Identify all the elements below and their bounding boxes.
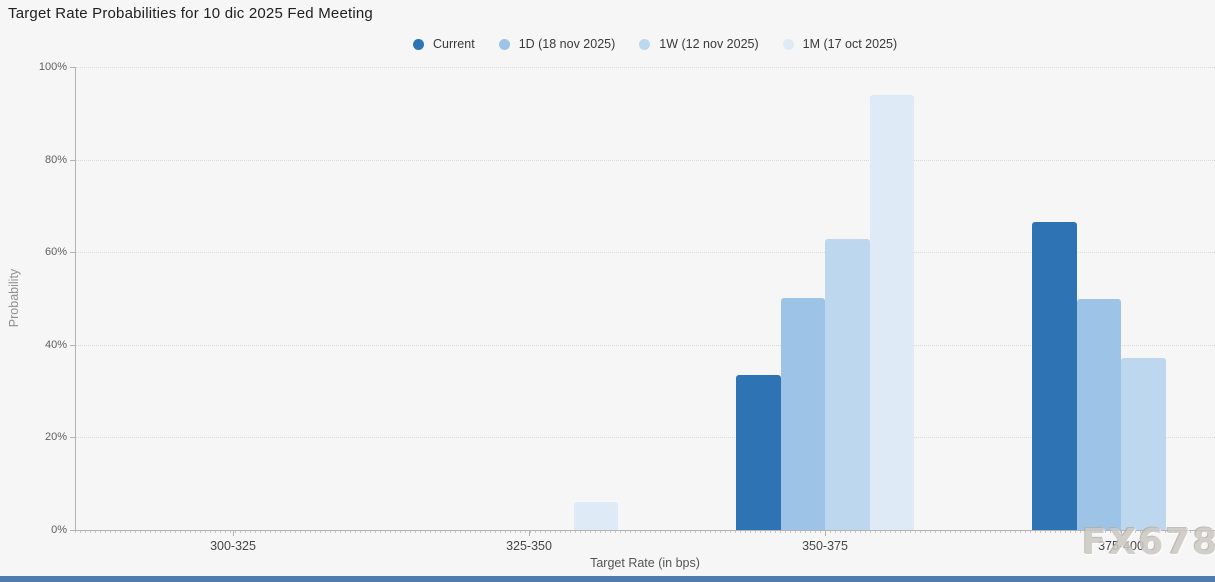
y-tick-label: 80% [44,153,67,166]
x-axis-line [75,530,1215,531]
y-tick-label: 60% [44,246,67,259]
bar-1d-18-nov-2025-375-400[interactable] [1076,299,1121,530]
bar-1w-12-nov-2025-375-400[interactable] [1121,358,1166,530]
x-tick-label: 300-325 [210,539,256,553]
y-axis-tick [70,530,75,531]
y-axis-title: Probability [7,268,21,328]
x-tick-label: 350-375 [802,539,848,553]
x-axis-tick [825,531,826,536]
gridline [75,159,1215,161]
x-tick-label: 375-400 [1098,539,1144,553]
chart-legend: Current 1D (18 nov 2025) 1W (12 nov 2025) 1… [413,37,897,51]
gridline [75,437,1215,439]
gridline [75,252,1215,254]
bar-1m-17-oct-2025-325-350[interactable] [573,501,618,530]
x-tick-label: 325-350 [506,539,552,553]
legend-item-current[interactable]: Current [413,37,475,51]
y-tick-label: 20% [44,431,67,444]
y-tick-label: 0% [51,524,67,536]
bar-current-350-375[interactable] [736,374,781,530]
legend-dot-icon [413,38,424,50]
x-axis-title: Target Rate (in bps) [590,556,700,570]
y-axis-tick [70,437,75,439]
y-axis-tick [70,252,75,254]
x-axis-minor-ticks [75,531,1215,533]
y-axis-tick [70,159,75,161]
x-axis-tick [529,531,530,536]
bottom-bar [0,576,1215,582]
legend-label: 1W (12 nov 2025) [659,37,759,51]
y-axis-tick [70,67,75,68]
bar-1m-17-oct-2025-350-375[interactable] [869,95,914,530]
legend-label: 1M (17 oct 2025) [802,37,898,51]
y-tick-label: 40% [44,338,67,351]
legend-item-1d-18-nov-2025[interactable]: 1D (18 nov 2025) [498,37,616,51]
legend-item-1w-12-nov-2025[interactable]: 1W (12 nov 2025) [639,37,759,51]
y-tick-label: 100% [38,61,67,73]
legend-dot-icon [639,38,651,50]
legend-label: 1D (18 nov 2025) [518,37,616,51]
bar-1w-12-nov-2025-350-375[interactable] [825,238,870,530]
x-axis-tick [233,531,234,536]
gridline [75,67,1215,68]
y-axis-tick [70,344,75,346]
legend-dot-icon [498,38,510,50]
legend-label: Current [433,37,475,51]
y-axis-line [75,67,76,530]
chart-title: Target Rate Probabilities for 10 dic 202… [8,5,373,22]
watermark: FX678 [1082,522,1215,563]
bar-current-375-400[interactable] [1032,222,1077,530]
gridline [75,344,1215,346]
legend-item-1m-17-oct-2025[interactable]: 1M (17 oct 2025) [782,37,898,51]
bar-1d-18-nov-2025-350-375[interactable] [780,297,825,530]
legend-dot-icon [782,38,794,50]
x-axis-tick [1121,531,1122,536]
